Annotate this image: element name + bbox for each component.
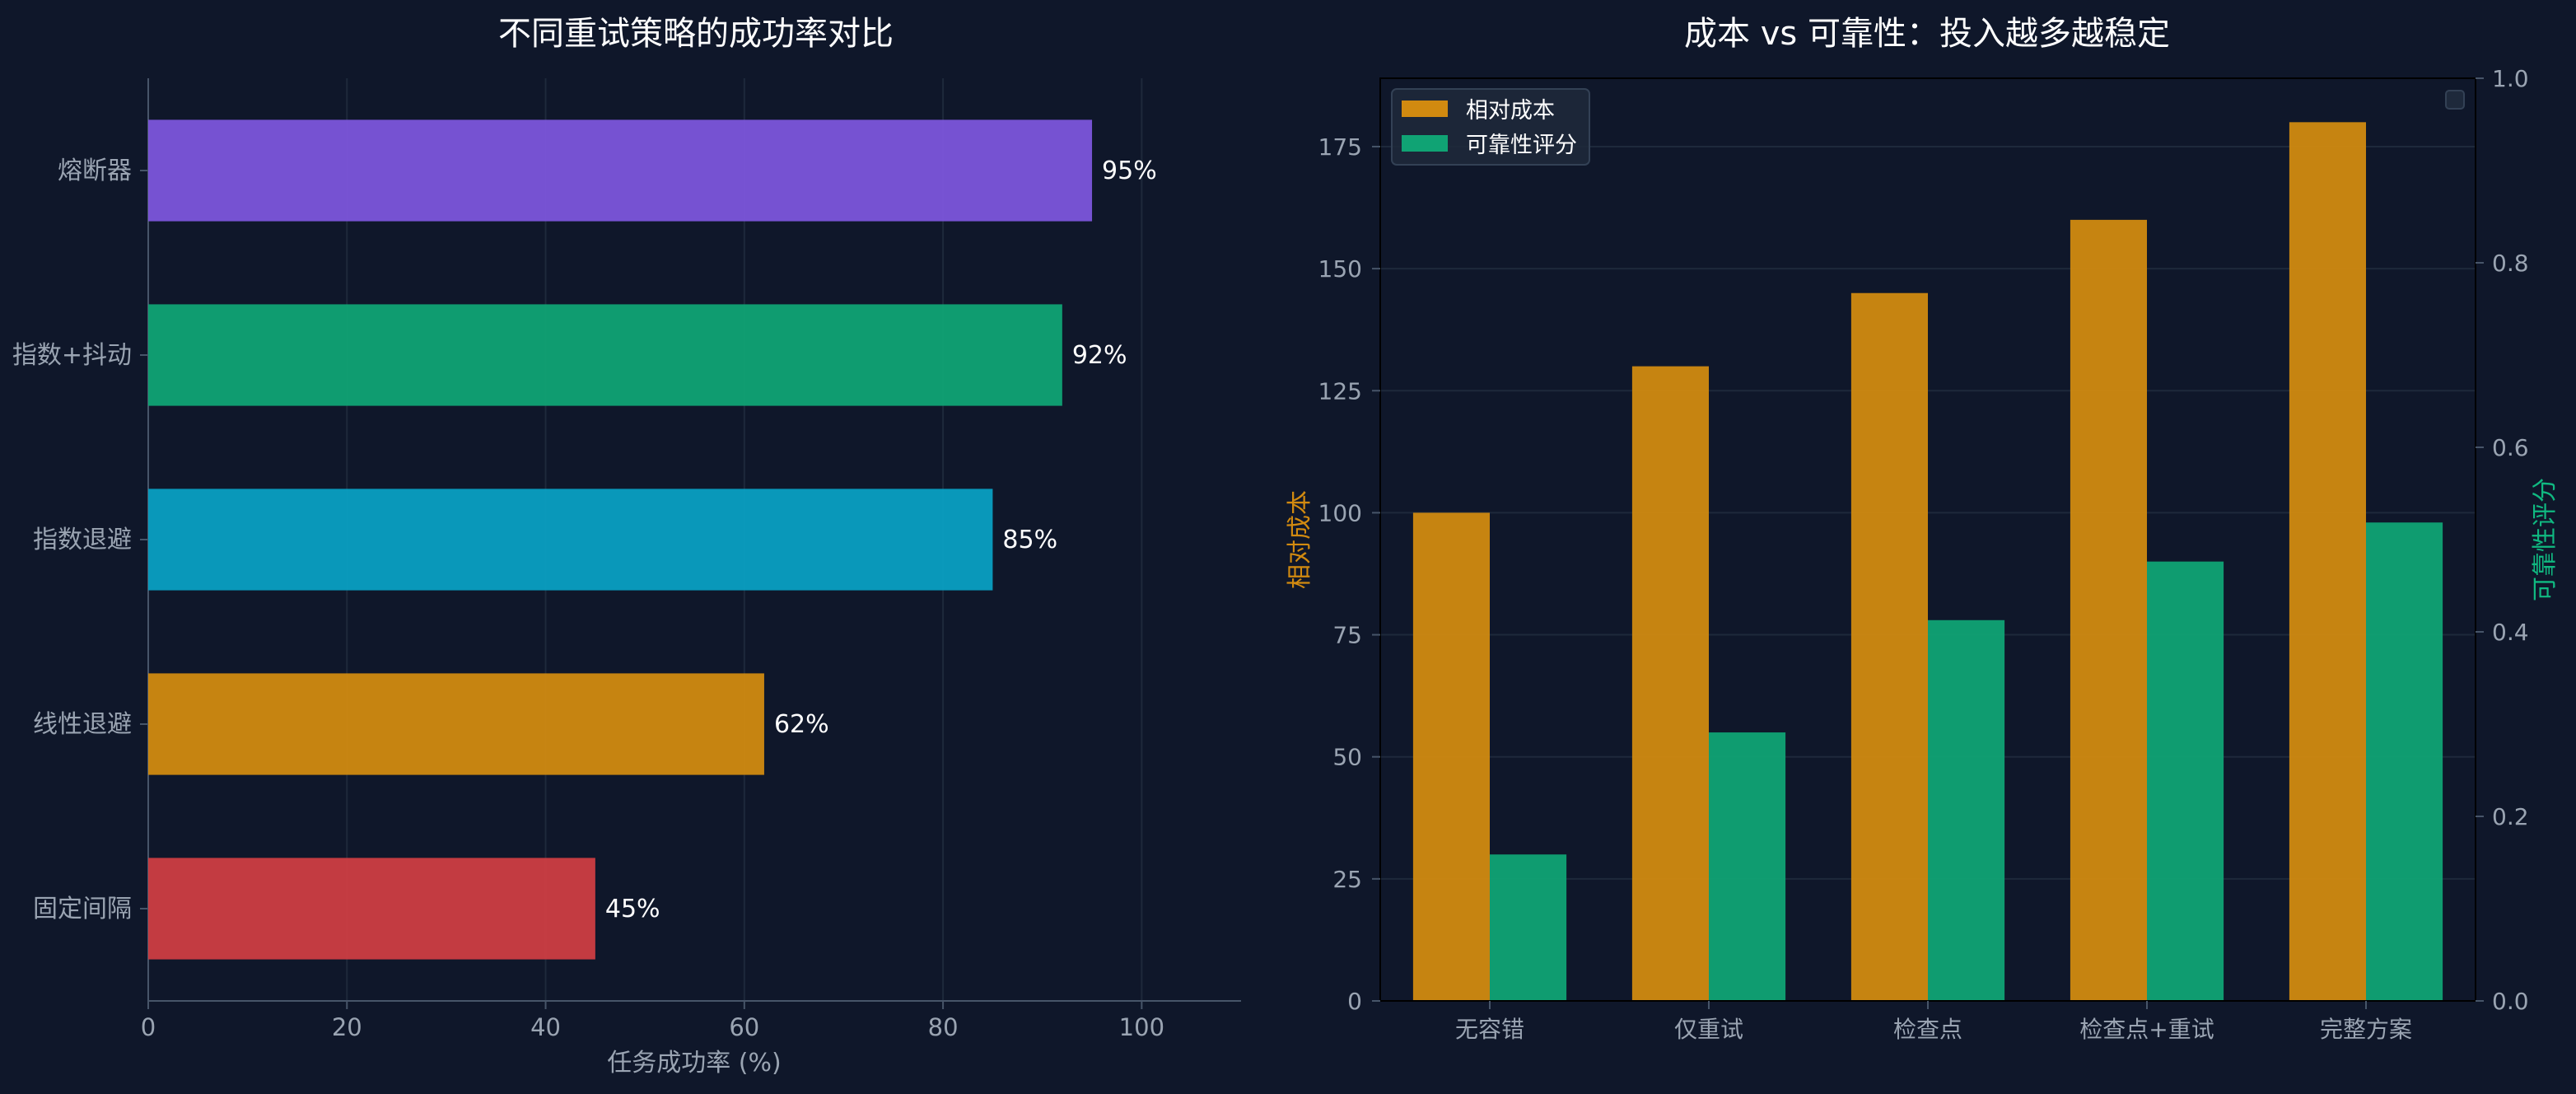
- left-chart-title: 不同重试策略的成功率对比: [498, 15, 894, 53]
- left-bar-value-label: 62%: [774, 710, 829, 739]
- right-y2-tick-label: 0.4: [2492, 619, 2529, 646]
- left-bar: [148, 304, 1062, 406]
- left-x-tick-label: 60: [729, 1013, 759, 1041]
- right-category-label: 完整方案: [2320, 1016, 2412, 1043]
- right-y-tick-label: 50: [1332, 744, 1362, 771]
- left-category-label: 指数+抖动: [12, 341, 132, 370]
- right-bar-reliability: [1490, 854, 1567, 1001]
- right-secondary-y-ticks: 0.0 0.2 0.4 0.6 0.8 1.0: [2476, 65, 2529, 1015]
- right-bar-cost: [1850, 292, 1928, 1002]
- right-y-tick-label: 25: [1332, 866, 1362, 893]
- left-x-tick-label: 40: [530, 1013, 561, 1041]
- right-bar-reliability: [2366, 522, 2443, 1001]
- right-y-tick-label: 175: [1318, 133, 1362, 161]
- left-x-ticks: 0 20 40 60 80 100: [141, 1001, 1164, 1041]
- left-x-tick-label: 80: [928, 1013, 959, 1041]
- legend-swatch-cost: [1402, 101, 1448, 117]
- right-y-tick-label: 75: [1332, 622, 1362, 649]
- right-category-label: 仅重试: [1674, 1016, 1743, 1043]
- right-y2-tick-label: 0.2: [2492, 803, 2529, 830]
- left-bar-value-label: 85%: [1002, 526, 1057, 554]
- left-bar: [148, 119, 1093, 222]
- left-category-label: 线性退避: [33, 710, 132, 739]
- right-left-y-ticks: 0 25 50 75 100 125 150 175: [1318, 133, 1380, 1015]
- right-category-label: 无容错: [1455, 1016, 1524, 1043]
- right-legend: 相对成本 可靠性评分: [1391, 88, 1590, 166]
- right-y-axis-label: 相对成本: [1286, 490, 1314, 589]
- left-category-label: 指数退避: [33, 526, 132, 554]
- right-bar-cost: [2289, 122, 2366, 1001]
- left-x-tick-label: 100: [1119, 1013, 1164, 1041]
- legend-label-reliability: 可靠性评分: [1466, 133, 1577, 158]
- legend-label-cost: 相对成本: [1466, 98, 1555, 124]
- left-bar: [148, 673, 764, 775]
- right-category-label: 检查点+重试: [2079, 1016, 2214, 1043]
- left-category-label: 固定间隔: [33, 895, 132, 923]
- right-category-label: 检查点: [1893, 1016, 1962, 1043]
- left-bar: [148, 489, 993, 591]
- left-x-tick-label: 20: [332, 1013, 362, 1041]
- right-y-tick-label: 0: [1347, 988, 1362, 1015]
- right-y2-tick-label: 0.0: [2492, 988, 2529, 1015]
- right-y-tick-label: 125: [1318, 377, 1362, 404]
- right-y2-tick-label: 0.6: [2492, 434, 2529, 461]
- left-bar-value-label: 95%: [1102, 157, 1157, 185]
- left-category-label: 熔断器: [58, 157, 132, 185]
- right-bar-reliability: [1709, 732, 1786, 1001]
- left-bar: [148, 858, 595, 960]
- right-bar-cost: [1631, 366, 1709, 1001]
- right-y-tick-label: 100: [1318, 499, 1362, 526]
- right-chart-title: 成本 vs 可靠性：投入越多越稳定: [1684, 15, 2170, 53]
- right-bar-cost: [1412, 512, 1490, 1001]
- left-bar-value-label: 45%: [605, 895, 660, 923]
- right-chart: 成本 vs 可靠性：投入越多越稳定 0 25 50 75 100 125 150 175 0.…: [1286, 15, 2560, 1043]
- left-x-axis-label: 任务成功率 (%): [607, 1049, 781, 1078]
- right-secondary-y-axis-label: 可靠性评分: [2531, 478, 2560, 601]
- left-bar-value-label: 92%: [1072, 341, 1127, 370]
- left-chart: 不同重试策略的成功率对比 95% 92% 85% 62% 45% 熔断器指数+抖动指数退…: [12, 15, 1241, 1078]
- left-bars: 95% 92% 85% 62% 45%: [148, 119, 1157, 960]
- right-y2-tick-label: 0.8: [2492, 250, 2529, 277]
- right-bar-reliability: [2147, 561, 2224, 1001]
- left-x-tick-label: 0: [141, 1013, 156, 1041]
- right-bar-reliability: [1928, 619, 2005, 1001]
- right-bar-cost: [2070, 219, 2147, 1002]
- legend-swatch-reliability: [1402, 135, 1448, 152]
- right-y-tick-label: 150: [1318, 255, 1362, 283]
- right-category-labels: 无容错 仅重试 检查点 检查点+重试 完整方案: [1455, 1001, 2412, 1043]
- right-bars: [1412, 122, 2443, 1002]
- right-y2-tick-label: 1.0: [2492, 65, 2529, 92]
- secondary-legend-box: [2445, 90, 2465, 110]
